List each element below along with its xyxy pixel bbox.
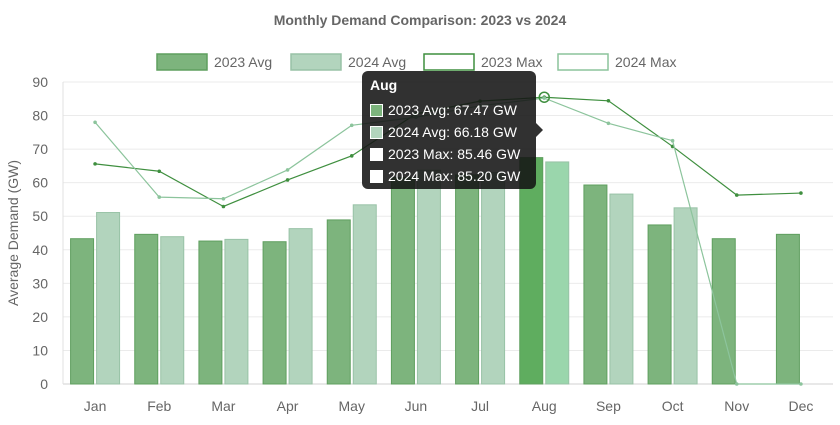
y-tick-label: 30 (32, 275, 48, 291)
data-point (734, 193, 739, 197)
legend-swatch (423, 53, 475, 71)
x-tick-label: Apr (277, 398, 299, 414)
x-tick-label: Jan (84, 398, 107, 414)
data-point (734, 382, 739, 386)
data-point (670, 138, 675, 143)
data-point (285, 178, 290, 182)
legend: 2023 Avg 2024 Avg 2023 Max 2024 Max (156, 53, 676, 71)
bar (416, 169, 441, 385)
x-tick-label: Feb (147, 398, 171, 414)
data-point (221, 204, 226, 209)
x-tick-label: May (339, 398, 365, 414)
x-tick-label: Sep (596, 398, 621, 414)
tooltip-row: 2024 Avg: 66.18 GW (370, 121, 528, 143)
legend-label: 2024 Avg (348, 54, 406, 70)
tooltip-title: Aug (370, 77, 398, 93)
tooltip-row: 2023 Avg: 67.47 GW (370, 99, 528, 121)
y-tick-label: 70 (32, 141, 48, 157)
data-point (349, 154, 354, 158)
tooltip-swatch (370, 103, 383, 117)
data-point (542, 96, 547, 100)
x-tick-label: Jun (405, 398, 428, 414)
data-point (799, 382, 803, 386)
bar (352, 204, 377, 385)
tooltip-swatch (370, 125, 383, 139)
data-point (93, 120, 97, 125)
bar (390, 177, 415, 385)
data-point (157, 169, 162, 174)
data-point (349, 123, 354, 128)
tooltip-row-label: 2023 Max: 85.46 GW (388, 146, 521, 162)
x-axis-ticks: Jan Feb Mar Apr May Jun Jul Aug Sep Oct Nov Dec (84, 398, 814, 414)
bar (545, 161, 570, 385)
y-axis-ticks: 0 10 20 30 40 50 60 70 80 90 (32, 74, 48, 392)
bar (326, 219, 351, 385)
bar (609, 193, 634, 385)
bar (288, 228, 313, 385)
y-tick-label: 80 (32, 108, 48, 124)
data-point (799, 191, 803, 195)
bar-series (70, 157, 800, 385)
x-tick-label: Dec (788, 398, 813, 414)
legend-swatch (156, 53, 208, 71)
chart-title: Monthly Demand Comparison: 2023 vs 2024 (274, 12, 567, 28)
data-point (285, 168, 290, 172)
tooltip-row-label: 2024 Max: 85.20 GW (388, 168, 521, 184)
y-tick-label: 20 (32, 309, 48, 325)
bar (775, 233, 800, 385)
y-tick-label: 50 (32, 208, 48, 224)
data-point (606, 121, 611, 126)
bar (647, 224, 672, 385)
x-tick-label: Oct (662, 398, 684, 414)
tooltip-row: 2023 Max: 85.46 GW (370, 143, 528, 165)
bar (160, 236, 185, 385)
bar (455, 174, 480, 385)
bar (481, 172, 506, 385)
legend-label: 2024 Max (615, 54, 676, 70)
y-tick-label: 60 (32, 175, 48, 191)
data-point (93, 162, 97, 166)
bar (96, 212, 121, 385)
y-tick-label: 10 (32, 342, 48, 358)
legend-label: 2023 Max (481, 54, 542, 70)
y-axis-label: Average Demand (GW) (5, 160, 21, 306)
bar (198, 240, 223, 385)
tooltip-row: 2024 Max: 85.20 GW (370, 165, 528, 187)
chart-tooltip: Aug 2023 Avg: 67.47 GW 2024 Avg: 66.18 G… (362, 71, 543, 189)
data-point (606, 98, 611, 103)
y-tick-label: 40 (32, 242, 48, 258)
x-tick-label: Mar (211, 398, 235, 414)
x-tick-label: Nov (724, 398, 749, 414)
legend-swatch (290, 53, 342, 71)
bar (224, 238, 249, 385)
tooltip-swatch (370, 147, 383, 161)
tooltip-swatch (370, 169, 383, 183)
bar (262, 241, 287, 385)
x-tick-label: Aug (532, 398, 557, 414)
data-point (157, 195, 162, 199)
highlight-point (538, 91, 550, 103)
tooltip-row-label: 2024 Avg: 66.18 GW (388, 124, 517, 140)
bar (711, 238, 736, 385)
y-tick-label: 90 (32, 74, 48, 90)
bar (583, 184, 608, 385)
bar (673, 207, 698, 385)
data-point (221, 196, 226, 201)
bar (519, 157, 544, 385)
x-tick-label: Jul (471, 398, 489, 414)
legend-swatch (557, 53, 609, 71)
bar (70, 238, 95, 385)
y-tick-label: 0 (40, 376, 48, 392)
tooltip-row-label: 2023 Avg: 67.47 GW (388, 102, 517, 118)
legend-label: 2023 Avg (214, 54, 272, 70)
bar (134, 233, 159, 385)
